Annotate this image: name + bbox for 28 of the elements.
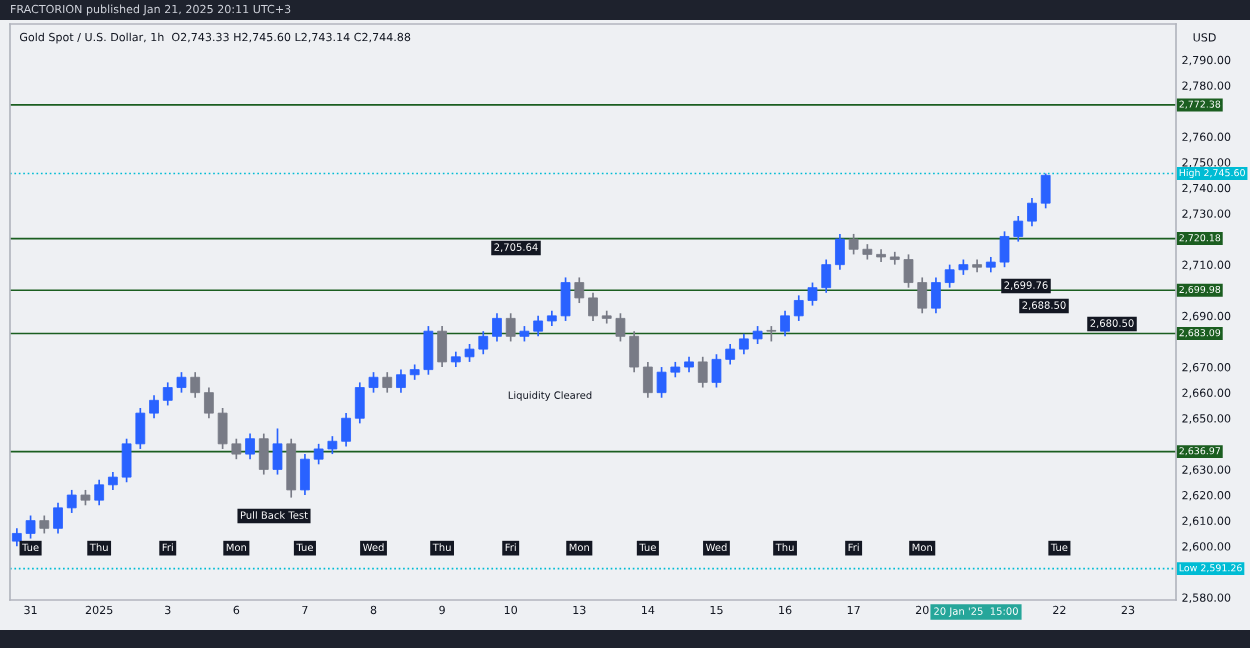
candlestick xyxy=(204,386,214,420)
candlestick xyxy=(286,437,297,499)
candlestick xyxy=(437,325,447,368)
candlestick xyxy=(382,371,393,394)
candlestick xyxy=(300,453,310,496)
candlestick xyxy=(341,412,351,448)
candlestick xyxy=(739,332,749,356)
candlestick xyxy=(396,368,406,394)
candlestick xyxy=(780,309,790,338)
candlestick xyxy=(94,478,105,507)
candlestick xyxy=(835,233,845,271)
candlestick xyxy=(697,355,708,389)
candlestick xyxy=(931,276,941,315)
candlestick xyxy=(258,432,269,476)
candlestick xyxy=(190,371,201,399)
candlestick xyxy=(642,361,653,399)
candlestick xyxy=(505,312,516,343)
candlestick xyxy=(766,325,777,343)
candlestick xyxy=(574,276,585,304)
candlestick xyxy=(588,291,598,322)
candlestick xyxy=(1040,172,1051,210)
candlestick xyxy=(66,489,77,514)
candlestick xyxy=(1027,197,1037,228)
candlestick xyxy=(149,394,159,420)
candlestick xyxy=(53,501,63,535)
candlestick xyxy=(245,432,255,461)
candlestick xyxy=(492,312,502,343)
candlestick xyxy=(272,427,283,476)
